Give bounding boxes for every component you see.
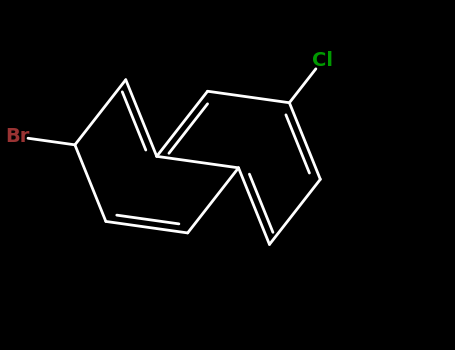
Text: Br: Br — [5, 127, 30, 146]
Text: Cl: Cl — [312, 51, 333, 70]
